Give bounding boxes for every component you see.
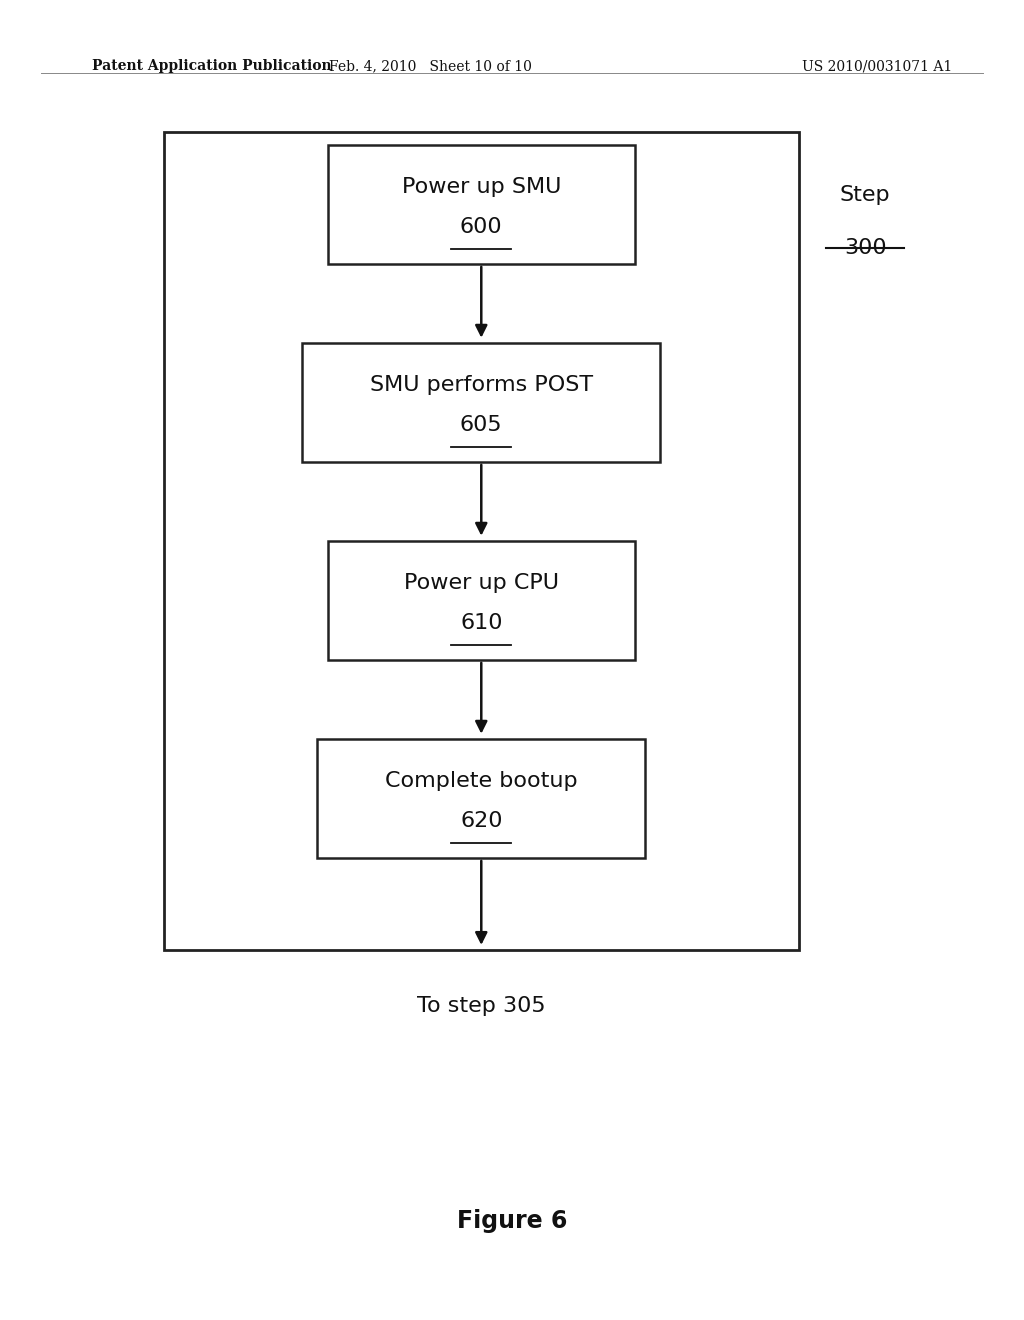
Text: 605: 605 (460, 414, 503, 436)
Bar (164, 132, 799, 950)
Text: Complete bootup: Complete bootup (385, 771, 578, 792)
Bar (328, 145, 635, 264)
Text: Figure 6: Figure 6 (457, 1209, 567, 1233)
Bar (302, 343, 660, 462)
Text: Power up CPU: Power up CPU (403, 573, 559, 594)
Text: 610: 610 (460, 612, 503, 634)
Text: 600: 600 (460, 216, 503, 238)
Text: Patent Application Publication: Patent Application Publication (92, 59, 332, 74)
Text: Power up SMU: Power up SMU (401, 177, 561, 198)
Bar (317, 739, 645, 858)
Text: 620: 620 (460, 810, 503, 832)
Text: US 2010/0031071 A1: US 2010/0031071 A1 (802, 59, 952, 74)
Text: Feb. 4, 2010   Sheet 10 of 10: Feb. 4, 2010 Sheet 10 of 10 (329, 59, 531, 74)
Text: SMU performs POST: SMU performs POST (370, 375, 593, 396)
Text: Step: Step (840, 185, 891, 205)
Text: 300: 300 (844, 238, 887, 257)
Bar (328, 541, 635, 660)
Text: To step 305: To step 305 (417, 995, 546, 1016)
